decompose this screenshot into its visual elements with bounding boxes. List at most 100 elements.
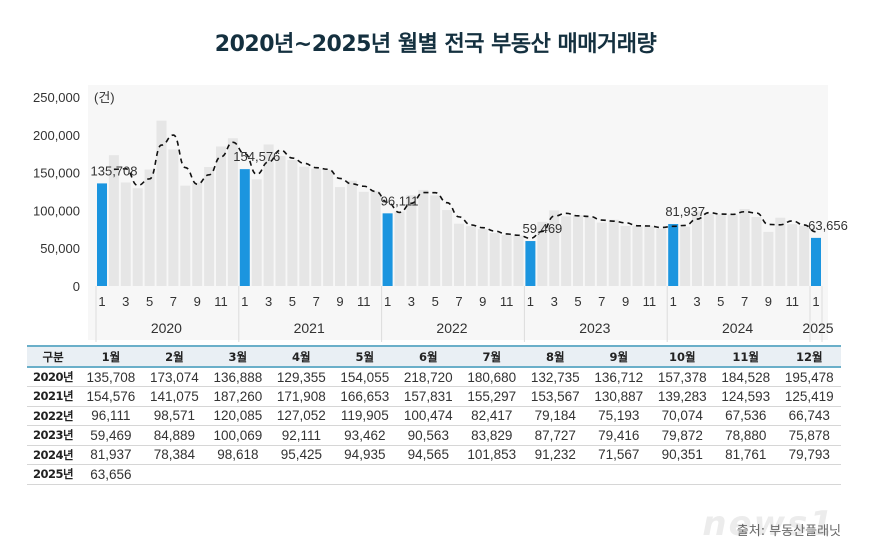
x-tick-label: 7 bbox=[170, 294, 177, 309]
table-cell bbox=[333, 464, 397, 485]
table-header-cell: 구분 bbox=[27, 345, 80, 368]
bar bbox=[799, 225, 810, 286]
table-header-cell: 12월 bbox=[777, 345, 841, 368]
year-label: 2021 bbox=[294, 320, 325, 336]
table-cell: 98,618 bbox=[206, 445, 270, 465]
x-tick-label: 5 bbox=[146, 294, 153, 309]
table-cell: 125,419 bbox=[777, 386, 841, 407]
x-tick-label: 7 bbox=[313, 294, 320, 309]
table-cell bbox=[587, 464, 651, 485]
table-cell: 79,416 bbox=[587, 425, 651, 446]
bar-value-label: 135,708 bbox=[91, 163, 138, 178]
bar bbox=[275, 156, 286, 286]
news1-watermark: news1 bbox=[702, 504, 835, 544]
table-cell bbox=[777, 464, 841, 485]
x-tick-label: 7 bbox=[455, 294, 462, 309]
table-header-cell: 6월 bbox=[396, 345, 461, 368]
bar-value-label: 81,937 bbox=[665, 204, 705, 219]
year-label: 2023 bbox=[579, 320, 610, 336]
table-cell bbox=[523, 464, 588, 485]
table-cell: 63,656 bbox=[79, 464, 143, 485]
table-cell: 75,878 bbox=[777, 425, 841, 446]
x-tick-label: 1 bbox=[98, 294, 105, 309]
table-cell: 100,069 bbox=[206, 425, 270, 446]
table-cell: 93,462 bbox=[333, 425, 397, 446]
bar bbox=[168, 149, 179, 286]
bar bbox=[192, 182, 203, 286]
table-cell: 166,653 bbox=[333, 386, 397, 407]
table-cell: 67,536 bbox=[713, 406, 778, 426]
bar bbox=[561, 216, 572, 286]
table-cell: 173,074 bbox=[142, 367, 207, 387]
table-header-row: 구분 1월 2월 3월 4월 5월 6월 7월 8월 9월 10월 11월 12월 bbox=[27, 345, 841, 368]
bar bbox=[489, 233, 500, 286]
table-cell: 83,829 bbox=[460, 425, 524, 446]
x-tick-label: 1 bbox=[527, 294, 534, 309]
year-label: 2022 bbox=[436, 320, 467, 336]
x-tick-label: 1 bbox=[241, 294, 248, 309]
bar bbox=[787, 224, 798, 286]
table-cell: 59,469 bbox=[79, 425, 143, 446]
table-cell: 154,055 bbox=[333, 367, 397, 387]
year-label: 2025 bbox=[802, 320, 833, 336]
table-cell: 135,708 bbox=[79, 367, 143, 387]
x-tick-label: 9 bbox=[336, 294, 343, 309]
x-tick-label: 1 bbox=[812, 294, 819, 309]
bar bbox=[680, 226, 691, 286]
bar bbox=[751, 217, 762, 286]
table-cell: 94,935 bbox=[333, 445, 397, 465]
table-cell: 94,565 bbox=[396, 445, 461, 465]
bar bbox=[263, 144, 274, 286]
bar bbox=[513, 235, 524, 286]
x-tick-label: 1 bbox=[384, 294, 391, 309]
bar-highlight bbox=[811, 237, 821, 286]
table-cell: 157,378 bbox=[650, 367, 714, 387]
table-row: 2020년 135,708 173,074 136,888 129,355 154,055… bbox=[27, 367, 841, 387]
table-header-cell: 1월 bbox=[79, 345, 143, 368]
table-cell: 171,908 bbox=[269, 386, 334, 407]
bar bbox=[156, 120, 167, 286]
bar-highlight bbox=[97, 183, 107, 286]
table-body: 2020년 135,708 173,074 136,888 129,355 154,055… bbox=[27, 367, 841, 485]
y-tick-label: 200,000 bbox=[33, 128, 80, 143]
row-year-label: 2022년 bbox=[27, 406, 80, 426]
bar bbox=[632, 225, 643, 286]
table-cell: 119,905 bbox=[333, 406, 397, 426]
table-cell: 90,563 bbox=[396, 425, 461, 446]
table-cell: 129,355 bbox=[269, 367, 334, 387]
x-tick-label: 5 bbox=[289, 294, 296, 309]
table-cell: 155,297 bbox=[460, 386, 524, 407]
bar bbox=[204, 167, 215, 286]
table-row: 2025년 63,656 bbox=[27, 464, 841, 485]
bar bbox=[251, 179, 262, 286]
table-cell: 184,528 bbox=[713, 367, 778, 387]
bar-value-label: 154,576 bbox=[233, 149, 280, 164]
bar bbox=[692, 211, 702, 286]
x-tick-label: 3 bbox=[122, 294, 129, 309]
table-cell: 218,720 bbox=[396, 367, 461, 387]
table-header-cell: 5월 bbox=[333, 345, 397, 368]
year-label: 2024 bbox=[722, 320, 753, 336]
bar-value-label: 96,111 bbox=[381, 193, 419, 208]
table-cell: 79,793 bbox=[777, 445, 841, 465]
bar-highlight bbox=[382, 213, 393, 286]
table-cell: 81,761 bbox=[713, 445, 778, 465]
y-tick-label: 50,000 bbox=[40, 241, 80, 256]
row-year-label: 2020년 bbox=[27, 367, 80, 387]
x-tick-label: 3 bbox=[551, 294, 558, 309]
row-year-label: 2023년 bbox=[27, 425, 80, 446]
x-tick-label: 1 bbox=[670, 294, 677, 309]
x-tick-label: 11 bbox=[214, 294, 228, 309]
bar-highlight bbox=[239, 169, 250, 286]
row-year-label: 2025년 bbox=[27, 464, 80, 485]
x-tick-label: 11 bbox=[643, 294, 657, 309]
chart-title: 2020년~2025년 월별 전국 부동산 매매거래량 bbox=[214, 32, 657, 57]
table-cell bbox=[713, 464, 778, 485]
y-tick-label: 150,000 bbox=[33, 166, 80, 181]
bar bbox=[573, 215, 583, 286]
table-row: 2021년 154,576 141,075 187,260 171,908 166,653… bbox=[27, 386, 841, 407]
table-cell: 91,232 bbox=[523, 445, 588, 465]
bar bbox=[430, 195, 441, 286]
bar bbox=[763, 231, 774, 286]
